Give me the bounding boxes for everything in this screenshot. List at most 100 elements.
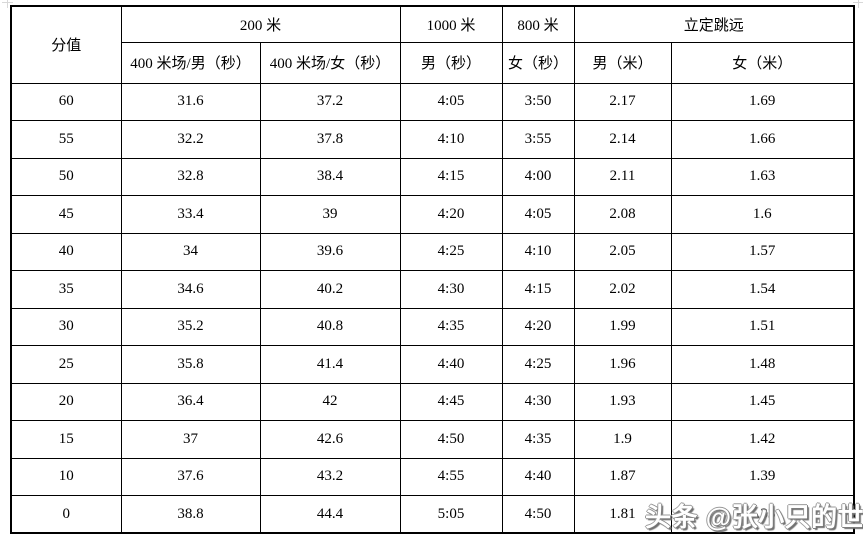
table-cell: 3:50 <box>501 82 575 121</box>
table-cell: 1.9 <box>573 420 672 459</box>
score-cell: 45 <box>10 195 122 234</box>
table-row: 45 33.4 39 4:20 4:05 2.08 1.6 <box>10 195 855 234</box>
score-cell: 50 <box>10 157 122 196</box>
table-cell: 4:55 <box>399 457 503 496</box>
table-cell: 4:05 <box>501 195 575 234</box>
table-cell: 1.63 <box>670 157 855 196</box>
table-cell: 4:25 <box>501 345 575 384</box>
table-cell: 42.6 <box>259 420 401 459</box>
table-cell: 1.57 <box>670 232 855 271</box>
table-row: 60 31.6 37.2 4:05 3:50 2.17 1.69 <box>10 82 855 121</box>
table-cell: 38.4 <box>259 157 401 196</box>
header-group-1000m: 1000 米 <box>399 5 503 43</box>
table-cell: 1.33 <box>670 495 855 534</box>
table-row: 40 34 39.6 4:25 4:10 2.05 1.57 <box>10 232 855 271</box>
table-cell: 1.39 <box>670 457 855 496</box>
table-cell: 4:50 <box>399 420 503 459</box>
table-cell: 4:40 <box>501 457 575 496</box>
header-200m-male: 400 米场/男（秒） <box>120 41 261 84</box>
score-cell: 15 <box>10 420 122 459</box>
table-cell: 37.8 <box>259 120 401 159</box>
table-cell: 4:50 <box>501 495 575 534</box>
table-cell: 1.87 <box>573 457 672 496</box>
table-row: 20 36.4 42 4:45 4:30 1.93 1.45 <box>10 382 855 421</box>
table-cell: 4:20 <box>399 195 503 234</box>
table-cell: 4:20 <box>501 307 575 346</box>
score-cell: 60 <box>10 82 122 121</box>
table-cell: 4:35 <box>501 420 575 459</box>
score-cell: 55 <box>10 120 122 159</box>
table-cell: 34.6 <box>120 270 261 309</box>
table-cell: 39.6 <box>259 232 401 271</box>
table-cell: 37.2 <box>259 82 401 121</box>
table-cell: 35.8 <box>120 345 261 384</box>
table-row: 50 32.8 38.4 4:15 4:00 2.11 1.63 <box>10 157 855 196</box>
table-cell: 1.99 <box>573 307 672 346</box>
table-cell: 1.42 <box>670 420 855 459</box>
table-row: 55 32.2 37.8 4:10 3:55 2.14 1.66 <box>10 120 855 159</box>
header-score: 分值 <box>10 5 122 84</box>
table-cell: 34 <box>120 232 261 271</box>
score-cell: 30 <box>10 307 122 346</box>
table-cell: 1.69 <box>670 82 855 121</box>
table-cell: 3:55 <box>501 120 575 159</box>
table-cell: 1.6 <box>670 195 855 234</box>
table-cell: 4:40 <box>399 345 503 384</box>
table-cell: 1.93 <box>573 382 672 421</box>
header-group-standing-jump: 立定跳远 <box>573 5 855 43</box>
table-cell: 41.4 <box>259 345 401 384</box>
table-cell: 40.8 <box>259 307 401 346</box>
table-cell: 4:35 <box>399 307 503 346</box>
table-cell: 4:25 <box>399 232 503 271</box>
table-cell: 2.17 <box>573 82 672 121</box>
table-cell: 1.48 <box>670 345 855 384</box>
table-cell: 1.66 <box>670 120 855 159</box>
table-handle-mark-top-left <box>2 0 13 8</box>
table-cell: 1.51 <box>670 307 855 346</box>
table-cell: 36.4 <box>120 382 261 421</box>
table-cell: 2.08 <box>573 195 672 234</box>
table-handle-mark-top-right <box>853 0 863 8</box>
table-row: 30 35.2 40.8 4:35 4:20 1.99 1.51 <box>10 307 855 346</box>
table-cell: 5:05 <box>399 495 503 534</box>
table-cell: 4:15 <box>399 157 503 196</box>
header-group-800m: 800 米 <box>501 5 575 43</box>
table-cell: 2.14 <box>573 120 672 159</box>
table-cell: 44.4 <box>259 495 401 534</box>
table-cell: 4:00 <box>501 157 575 196</box>
table-cell: 4:15 <box>501 270 575 309</box>
table-cell: 43.2 <box>259 457 401 496</box>
table-cell: 31.6 <box>120 82 261 121</box>
table-cell: 4:10 <box>501 232 575 271</box>
table-cell: 37 <box>120 420 261 459</box>
table-cell: 40.2 <box>259 270 401 309</box>
table-cell: 2.05 <box>573 232 672 271</box>
header-jump-male: 男（米） <box>573 41 672 84</box>
table-cell: 37.6 <box>120 457 261 496</box>
table-cell: 4:45 <box>399 382 503 421</box>
table-row: 35 34.6 40.2 4:30 4:15 2.02 1.54 <box>10 270 855 309</box>
table-cell: 42 <box>259 382 401 421</box>
fitness-score-table: 分值 200 米 1000 米 800 米 立定跳远 400 米场/男（秒） 4… <box>10 5 856 534</box>
table-row: 10 37.6 43.2 4:55 4:40 1.87 1.39 <box>10 457 855 496</box>
table-cell: 39 <box>259 195 401 234</box>
table-row: 0 38.8 44.4 5:05 4:50 1.81 1.33 <box>10 495 855 534</box>
table-cell: 4:30 <box>399 270 503 309</box>
header-800m-female: 女（秒） <box>501 41 575 84</box>
table-cell: 4:10 <box>399 120 503 159</box>
score-cell: 40 <box>10 232 122 271</box>
score-cell: 35 <box>10 270 122 309</box>
score-cell: 20 <box>10 382 122 421</box>
table-row: 15 37 42.6 4:50 4:35 1.9 1.42 <box>10 420 855 459</box>
score-cell: 0 <box>10 495 122 534</box>
header-200m-female: 400 米场/女（秒） <box>259 41 401 84</box>
table-cell: 4:05 <box>399 82 503 121</box>
header-group-200m: 200 米 <box>120 5 401 43</box>
table-cell: 1.45 <box>670 382 855 421</box>
table-cell: 33.4 <box>120 195 261 234</box>
table-cell: 2.02 <box>573 270 672 309</box>
header-jump-female: 女（米） <box>670 41 855 84</box>
table-cell: 1.54 <box>670 270 855 309</box>
table-cell: 32.2 <box>120 120 261 159</box>
